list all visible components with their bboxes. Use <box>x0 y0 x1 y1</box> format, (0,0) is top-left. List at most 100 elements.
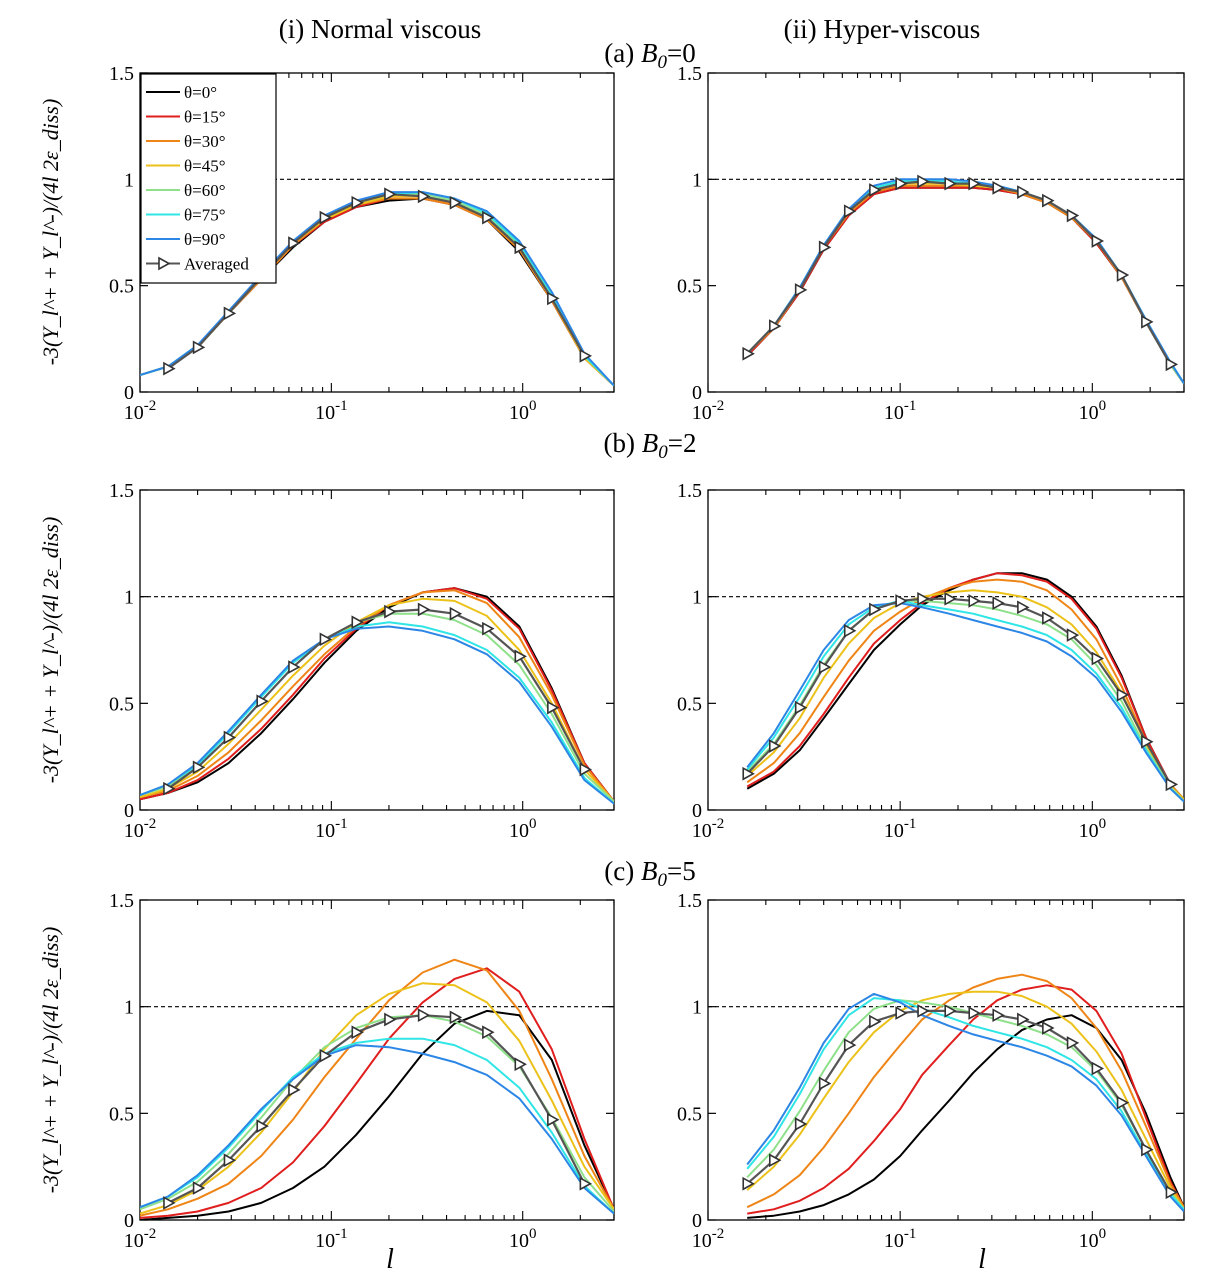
averaged-marker <box>917 1004 930 1018</box>
averaged-marker <box>163 361 176 376</box>
plot-frame <box>707 72 1185 393</box>
row-title-a-suffix: =0 <box>667 38 696 68</box>
series-line-theta-45 <box>746 990 1184 1210</box>
row-title-c-prefix: (c) <box>604 856 641 886</box>
series-group <box>140 587 614 805</box>
y-axis-label-row-a: -3(Y_l^+ + Y_l^-)/(4l 2ε_diss) <box>38 99 63 366</box>
averaged-marker <box>818 660 832 674</box>
y-axis-label-row-c: -3(Y_l^+ + Y_l^-)/(4l 2ε_diss) <box>38 927 63 1194</box>
series-line-averaged <box>167 1014 586 1204</box>
row-title-a-prefix: (a) <box>604 38 641 68</box>
row-title-c-suffix: =5 <box>667 856 696 886</box>
y-tick-label: 0.5 <box>109 276 134 298</box>
y-tick-label: 1 <box>692 587 702 609</box>
y-tick-label: 0.5 <box>677 276 702 298</box>
x-tick-label: 100 <box>509 398 537 424</box>
series-group <box>742 973 1184 1219</box>
series-line-theta-15 <box>747 984 1184 1215</box>
averaged-marker <box>256 1119 269 1133</box>
series-line-theta-90 <box>746 992 1184 1213</box>
averaged-marker <box>547 1112 560 1127</box>
series-line-theta-90 <box>140 625 614 805</box>
y-tick-label: 1.5 <box>677 63 702 85</box>
averaged-marker <box>742 346 755 361</box>
averaged-marker <box>917 174 930 189</box>
series-line-theta-15 <box>746 572 1184 800</box>
column-title-hyper-viscous: (ii) Hyper-viscous <box>784 14 981 44</box>
averaged-marker <box>1141 734 1154 749</box>
x-tick-label: 10-1 <box>315 398 348 424</box>
averaged-marker <box>579 762 593 777</box>
averaged-marker <box>917 591 930 606</box>
averaged-marker <box>1116 1095 1130 1110</box>
row-title-a-sub: 0 <box>657 52 667 73</box>
x-tick-label: 100 <box>509 1226 537 1252</box>
averaged-marker <box>794 1117 808 1131</box>
row-title-a: (a) B0=0 <box>604 38 695 73</box>
averaged-marker <box>351 615 364 630</box>
averaged-marker <box>417 1008 431 1023</box>
series-line-theta-0 <box>140 1009 614 1220</box>
x-tick-label: 10-2 <box>692 1226 725 1252</box>
averaged-marker <box>223 730 237 745</box>
averaged-marker <box>288 236 301 250</box>
averaged-marker <box>223 306 237 321</box>
series-line-theta-90 <box>140 191 614 387</box>
chart-panel-5: 0 0.5 1 1.5 10-2 10-1 100 <box>109 890 615 1252</box>
averaged-marker <box>818 1076 832 1091</box>
series-group <box>742 572 1184 803</box>
averaged-marker <box>1141 1142 1154 1157</box>
averaged-marker <box>351 195 364 210</box>
averaged-marker <box>1091 1061 1105 1076</box>
averaged-marker <box>288 660 301 674</box>
averaged-marker <box>417 602 431 617</box>
averaged-marker <box>384 187 397 202</box>
averaged-marker <box>163 781 176 796</box>
legend-label-theta-0: θ=0° <box>184 83 217 102</box>
row-title-c: (c) B0=5 <box>604 856 695 891</box>
averaged-marker <box>843 204 857 219</box>
averaged-marker <box>895 594 908 608</box>
averaged-marker <box>1066 1036 1080 1050</box>
averaged-marker <box>1017 1012 1030 1027</box>
y-tick-label: 1.5 <box>109 63 134 85</box>
legend: θ=0° θ=15° θ=30° θ=45° θ=60° θ=75° θ=90° Averag… <box>140 73 277 284</box>
chart-panel-4: 0 0.5 1 1.5 10-2 10-1 100 <box>677 480 1185 842</box>
averaged-marker <box>869 1014 882 1029</box>
averaged-marker <box>843 1038 857 1052</box>
averaged-marker <box>482 210 495 225</box>
x-axis-label-right: l <box>978 1244 986 1275</box>
y-tick-label: 1.5 <box>109 890 134 912</box>
row-title-a-symbol: B <box>641 38 658 68</box>
y-tick-label: 0.5 <box>109 1103 134 1125</box>
averaged-marker <box>869 602 882 617</box>
series-group <box>140 958 614 1220</box>
averaged-marker <box>968 1006 981 1020</box>
averaged-marker <box>384 1012 397 1027</box>
averaged-marker <box>1165 777 1179 792</box>
averaged-marker <box>288 1083 301 1097</box>
chart-panel-2: 0 0.5 1 1.5 10-2 10-1 100 <box>677 63 1185 424</box>
x-tick-label: 10-2 <box>124 816 157 842</box>
series-line-theta-30 <box>746 578 1184 800</box>
averaged-marker <box>1116 687 1130 702</box>
averaged-marker <box>514 649 527 664</box>
series-line-theta-15 <box>140 967 614 1219</box>
averaged-marker <box>449 1010 463 1025</box>
averaged-marker <box>1116 268 1130 282</box>
legend-label-theta-75: θ=75° <box>184 206 226 225</box>
averaged-marker <box>794 700 808 715</box>
legend-label-theta-15: θ=15° <box>184 108 226 127</box>
averaged-marker <box>1165 357 1179 372</box>
chart-panel-3: 0 0.5 1 1.5 10-2 10-1 100 <box>109 480 615 842</box>
row-title-b-symbol: B <box>642 428 659 458</box>
y-tick-label: 0 <box>692 382 702 404</box>
y-tick-label: 1 <box>692 169 702 191</box>
series-line-theta-30 <box>746 973 1184 1209</box>
x-tick-label: 100 <box>1079 1226 1107 1252</box>
y-axis-label-row-b: -3(Y_l^+ + Y_l^-)/(4l 2ε_diss) <box>38 517 63 784</box>
y-tick-label: 1 <box>124 587 134 609</box>
averaged-marker <box>1017 600 1030 615</box>
series-line-theta-90 <box>140 1044 614 1215</box>
